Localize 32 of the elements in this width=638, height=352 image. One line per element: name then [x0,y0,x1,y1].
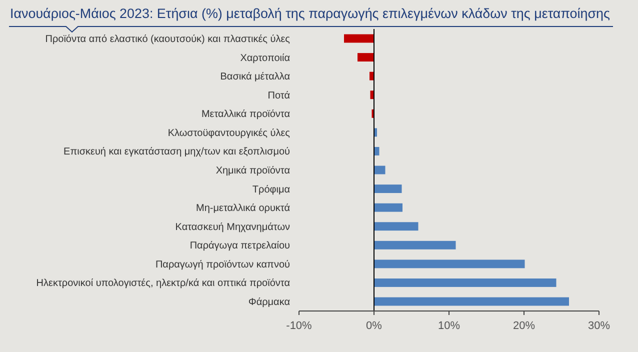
y-tick-label: Χημικά προϊόντα [216,166,290,176]
y-tick-label: Παράγωγα πετρελαίου [190,240,290,252]
y-tick-label: Χαρτοποιία [240,52,290,64]
x-tick-label: 30% [588,320,610,332]
y-tick-label: Μη-μεταλλικά ορυκτά [196,203,290,214]
bar [374,260,525,268]
y-tick-label: Βασικά μέταλλα [220,72,290,83]
chart-title: Ιανουάριος-Μάιος 2023: Ετήσια (%) μεταβολή της παραγωγής επιλεγμένων κλάδων της μεταποίησης [10,6,613,21]
y-tick-label: Κατασκευή Μηχανημάτων [175,222,290,233]
bar [344,34,374,43]
y-tick-label: Προϊόντα από ελαστικό (καουτσούκ) και πλαστικές ύλες [45,34,290,45]
y-tick-label: Ποτά [268,90,290,102]
bar [374,146,380,156]
bar [374,203,402,212]
bar [374,184,402,194]
bar [374,166,386,174]
y-tick-label: Φάρμακα [248,297,290,308]
y-tick-label: Τρόφιμα [252,184,290,196]
bar [374,278,556,287]
x-tick-label: 20% [512,320,536,332]
y-tick-label: Ηλεκτρονικοί υπολογιστές, ηλεκτρ/κά και οπτικά προϊόντα [36,278,290,290]
x-tick-label: 10% [438,320,460,332]
bar [374,222,418,231]
x-tick-label: 0% [366,320,382,332]
bar [374,240,456,250]
x-tick-label: -10% [286,320,312,332]
y-tick-label: Παραγωγή προϊόντων καπνού [155,259,290,270]
bar [374,297,569,306]
y-tick-label: Επισκευή και εγκατάσταση μηχ/των και εξοπλισμού [64,146,290,158]
y-tick-label: Κλωστοϋφαντουργικές ύλες [168,128,290,139]
y-tick-label: Μεταλλικά προϊόντα [201,109,290,120]
bar [358,53,374,62]
